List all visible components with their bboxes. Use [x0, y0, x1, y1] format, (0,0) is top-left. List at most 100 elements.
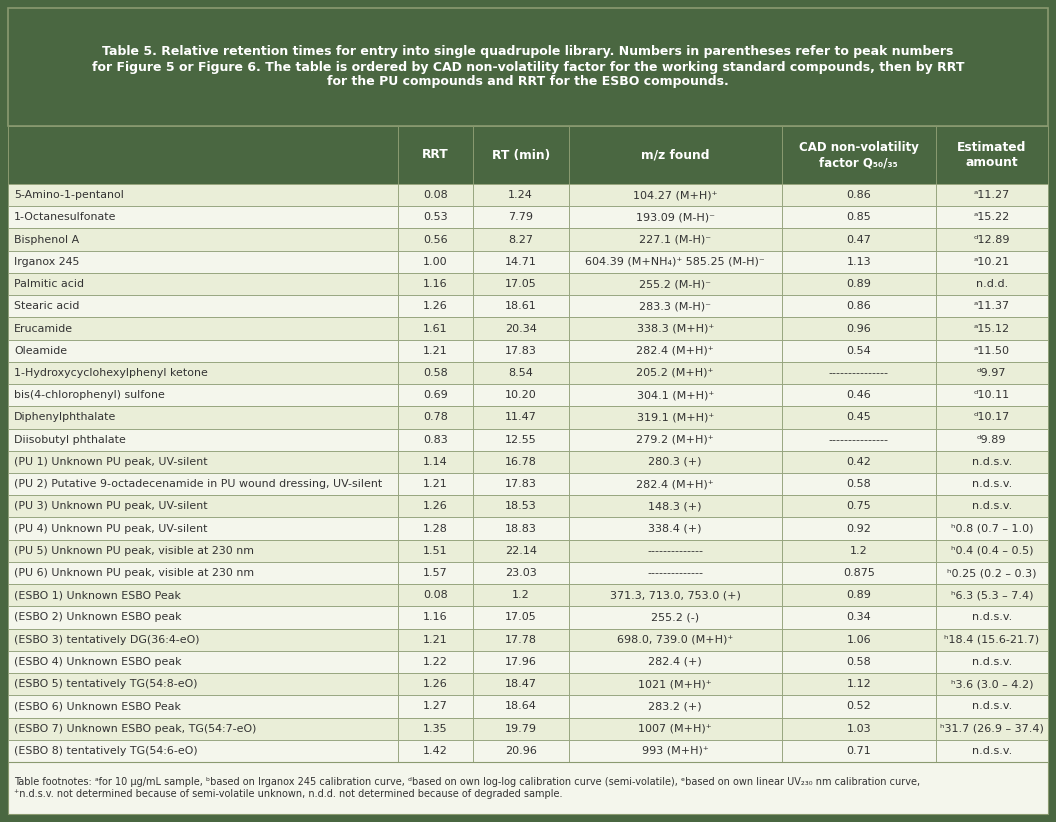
Bar: [568, 362, 781, 384]
Text: Diisobutyl phthalate: Diisobutyl phthalate: [14, 435, 126, 445]
Text: (ESBO 3) tentatively DG(36:4-eO): (ESBO 3) tentatively DG(36:4-eO): [14, 635, 200, 644]
Bar: [781, 428, 936, 450]
Bar: [781, 673, 936, 695]
Bar: [8, 695, 398, 718]
Text: 0.86: 0.86: [846, 190, 871, 200]
Bar: [473, 629, 568, 651]
Text: 0.34: 0.34: [846, 612, 871, 622]
Text: 0.89: 0.89: [846, 590, 871, 600]
Text: Stearic acid: Stearic acid: [14, 302, 79, 312]
Text: 0.69: 0.69: [423, 390, 448, 400]
Text: 5-Amino-1-pentanol: 5-Amino-1-pentanol: [14, 190, 124, 200]
Text: 0.71: 0.71: [846, 746, 871, 756]
Bar: [8, 317, 398, 339]
Text: (PU 1) Unknown PU peak, UV-silent: (PU 1) Unknown PU peak, UV-silent: [14, 457, 208, 467]
Bar: [8, 607, 398, 629]
Bar: [781, 450, 936, 473]
Text: 0.42: 0.42: [846, 457, 871, 467]
Text: 283.2 (+): 283.2 (+): [648, 701, 702, 711]
Text: 227.1 (M-H)⁻: 227.1 (M-H)⁻: [639, 234, 712, 245]
Bar: [473, 126, 568, 184]
Text: 14.71: 14.71: [505, 256, 536, 267]
Bar: [398, 629, 473, 651]
Bar: [398, 540, 473, 562]
Text: 1.06: 1.06: [847, 635, 871, 644]
Bar: [568, 495, 781, 518]
Text: Diphenylphthalate: Diphenylphthalate: [14, 413, 116, 423]
Text: 12.55: 12.55: [505, 435, 536, 445]
Text: 0.53: 0.53: [423, 212, 448, 222]
Bar: [781, 740, 936, 762]
Text: 11.47: 11.47: [505, 413, 536, 423]
Bar: [781, 651, 936, 673]
Text: 22.14: 22.14: [505, 546, 536, 556]
Bar: [398, 229, 473, 251]
Bar: [8, 295, 398, 317]
Text: 0.96: 0.96: [846, 324, 871, 334]
Text: RRT: RRT: [422, 149, 449, 161]
Bar: [8, 540, 398, 562]
Bar: [936, 540, 1048, 562]
Text: 1.26: 1.26: [423, 501, 448, 511]
Text: 282.4 (M+H)⁺: 282.4 (M+H)⁺: [637, 346, 714, 356]
Bar: [8, 450, 398, 473]
Bar: [781, 695, 936, 718]
Text: 20.34: 20.34: [505, 324, 536, 334]
Bar: [398, 384, 473, 406]
Bar: [568, 607, 781, 629]
Text: 1.42: 1.42: [423, 746, 448, 756]
Bar: [8, 184, 398, 206]
Text: 18.53: 18.53: [505, 501, 536, 511]
Bar: [568, 295, 781, 317]
Bar: [936, 184, 1048, 206]
Text: (ESBO 4) Unknown ESBO peak: (ESBO 4) Unknown ESBO peak: [14, 657, 182, 667]
Bar: [398, 406, 473, 428]
Bar: [398, 473, 473, 495]
Bar: [8, 8, 1048, 126]
Text: 0.58: 0.58: [423, 368, 448, 378]
Bar: [936, 651, 1048, 673]
Text: ---------------: ---------------: [829, 435, 889, 445]
Bar: [781, 406, 936, 428]
Bar: [781, 339, 936, 362]
Text: 0.89: 0.89: [846, 279, 871, 289]
Bar: [473, 718, 568, 740]
Bar: [8, 362, 398, 384]
Text: 283.3 (M-H)⁻: 283.3 (M-H)⁻: [639, 302, 711, 312]
Bar: [936, 317, 1048, 339]
Text: 1.61: 1.61: [423, 324, 448, 334]
Bar: [936, 206, 1048, 229]
Text: --------------: --------------: [647, 546, 703, 556]
Text: 1.2: 1.2: [512, 590, 530, 600]
Bar: [781, 473, 936, 495]
Text: 1.13: 1.13: [847, 256, 871, 267]
Bar: [398, 428, 473, 450]
Text: (PU 5) Unknown PU peak, visible at 230 nm: (PU 5) Unknown PU peak, visible at 230 n…: [14, 546, 254, 556]
Text: 698.0, 739.0 (M+H)⁺: 698.0, 739.0 (M+H)⁺: [617, 635, 733, 644]
Bar: [781, 518, 936, 540]
Bar: [398, 562, 473, 584]
Bar: [936, 384, 1048, 406]
Bar: [8, 762, 1048, 814]
Text: 1.35: 1.35: [423, 723, 448, 734]
Bar: [8, 651, 398, 673]
Text: (ESBO 7) Unknown ESBO peak, TG(54:7-eO): (ESBO 7) Unknown ESBO peak, TG(54:7-eO): [14, 723, 257, 734]
Text: 319.1 (M+H)⁺: 319.1 (M+H)⁺: [637, 413, 714, 423]
Bar: [936, 295, 1048, 317]
Bar: [936, 495, 1048, 518]
Text: Irganox 245: Irganox 245: [14, 256, 79, 267]
Text: ᵃ15.22: ᵃ15.22: [974, 212, 1010, 222]
Text: (PU 3) Unknown PU peak, UV-silent: (PU 3) Unknown PU peak, UV-silent: [14, 501, 208, 511]
Bar: [8, 629, 398, 651]
Bar: [8, 740, 398, 762]
Bar: [781, 629, 936, 651]
Text: 1.24: 1.24: [508, 190, 533, 200]
Text: Table footnotes: ᵃfor 10 μg/mL sample, ᵇbased on Irganox 245 calibration curve, : Table footnotes: ᵃfor 10 μg/mL sample, ᵇ…: [14, 777, 920, 799]
Text: 0.45: 0.45: [846, 413, 871, 423]
Text: 16.78: 16.78: [505, 457, 536, 467]
Text: RT (min): RT (min): [492, 149, 550, 161]
Bar: [781, 384, 936, 406]
Text: 0.58: 0.58: [846, 479, 871, 489]
Bar: [568, 384, 781, 406]
Text: 0.86: 0.86: [846, 302, 871, 312]
